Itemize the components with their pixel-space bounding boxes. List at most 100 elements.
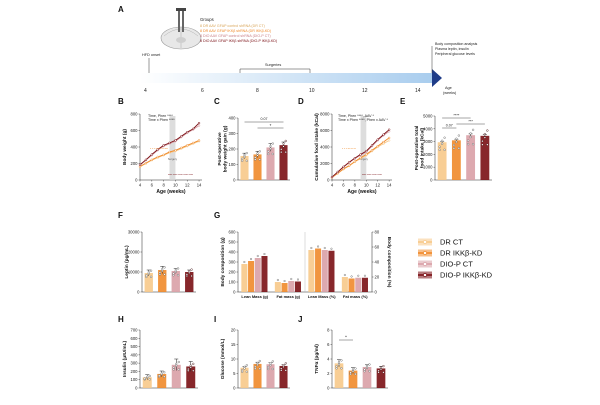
bar xyxy=(348,370,358,388)
data-point xyxy=(455,140,458,144)
data-point xyxy=(377,369,380,372)
data-point xyxy=(276,279,279,282)
data-point xyxy=(280,151,283,154)
y-tick-label: 20000 xyxy=(128,250,140,255)
y-tick-label: 200 xyxy=(229,147,237,152)
series-point xyxy=(342,165,345,168)
x-tick-label: 8 xyxy=(354,183,357,188)
data-point xyxy=(269,362,272,365)
bar xyxy=(254,258,261,292)
panel-letter-h: H xyxy=(118,315,124,324)
timeline-bar xyxy=(140,73,432,83)
y-tick-label: 5000 xyxy=(423,114,433,119)
panel-letters: A B C D E F G H I J xyxy=(118,5,406,324)
y-tick-label: 10 xyxy=(231,357,236,362)
data-point xyxy=(323,246,326,249)
y-tick-label: 60 xyxy=(375,245,380,250)
y-tick-label: 0 xyxy=(135,178,138,183)
data-point xyxy=(330,247,333,250)
category-label: Fat mass (g) xyxy=(276,294,300,299)
data-point xyxy=(258,158,261,161)
y-tick-label: 400 xyxy=(229,250,237,255)
y-tick-label: 400 xyxy=(131,352,139,357)
surgery-window xyxy=(360,116,367,180)
data-point xyxy=(457,147,460,150)
data-point xyxy=(267,152,270,156)
legend-marker xyxy=(423,251,427,255)
data-point xyxy=(185,273,189,276)
series-point xyxy=(138,163,142,166)
bar xyxy=(171,271,180,292)
data-point xyxy=(148,378,151,381)
panel-a-timeline: Groups 8 DR AAV GFAP control shRNA (DR C… xyxy=(140,8,478,95)
x-tick-label: 4 xyxy=(139,183,142,188)
legend-label: DR IKKβ-KD xyxy=(440,249,483,258)
series-point xyxy=(336,170,339,174)
endpoint-2: Plasma leptin, insulin xyxy=(435,47,469,51)
y-tick-label: 0 xyxy=(233,386,236,391)
y-tick-label: 700 xyxy=(131,328,139,333)
data-point xyxy=(455,137,458,140)
y-tick-label: 0 xyxy=(327,386,330,391)
data-point xyxy=(438,148,441,151)
data-point xyxy=(365,365,369,368)
data-point xyxy=(486,143,489,146)
series-point xyxy=(365,153,368,156)
y-tick-label: 0 xyxy=(233,290,236,295)
y-tick-label: 0 xyxy=(375,290,378,295)
bar xyxy=(288,281,295,292)
data-point xyxy=(160,372,163,375)
data-point xyxy=(263,252,266,255)
y-tick-label: 300 xyxy=(229,131,237,136)
series-point xyxy=(382,133,385,136)
bar xyxy=(266,364,275,388)
data-point xyxy=(188,270,191,273)
y-tick-label: 5 xyxy=(233,371,236,376)
y-tick-label: 20 xyxy=(375,275,380,280)
data-point xyxy=(481,140,484,143)
panel-letter-b: B xyxy=(118,97,124,106)
data-point xyxy=(174,269,177,272)
series-point xyxy=(168,141,171,145)
data-point xyxy=(256,363,259,366)
y-tick-label: 20 xyxy=(231,328,236,333)
y-axis-label: Post-operativebody weight gain (g) xyxy=(217,125,229,172)
series-point xyxy=(197,124,201,127)
data-point xyxy=(269,145,272,148)
data-point xyxy=(254,156,257,159)
data-point xyxy=(269,147,272,150)
series-point xyxy=(387,139,391,142)
series-point xyxy=(150,153,153,156)
series-point xyxy=(347,161,351,164)
stat-text-b2: Time x Phen **** xyxy=(148,118,175,122)
y-tick-label: 500 xyxy=(229,240,237,245)
data-point xyxy=(245,159,248,162)
bar xyxy=(158,270,167,292)
y-axis-label: Body composition (%) xyxy=(386,237,392,288)
bar xyxy=(437,142,447,180)
series-point xyxy=(168,150,171,154)
data-point xyxy=(172,368,175,371)
series-point xyxy=(359,156,362,159)
data-point xyxy=(269,364,272,367)
data-point xyxy=(176,274,180,277)
data-point xyxy=(471,128,475,131)
y-tick-label: 100 xyxy=(229,280,237,285)
x-tick-label: 14 xyxy=(197,183,202,188)
data-point xyxy=(189,364,192,367)
x-tick-label: 4 xyxy=(331,183,334,188)
data-point xyxy=(256,152,259,155)
data-point xyxy=(340,367,343,370)
timeline-tick: 6 xyxy=(201,88,204,94)
bar xyxy=(240,155,249,180)
data-point xyxy=(190,274,193,278)
series-point xyxy=(353,160,357,163)
data-point xyxy=(457,134,460,137)
y-tick-label: 8 xyxy=(327,328,330,333)
y-tick-label: 1000 xyxy=(423,165,433,170)
sig-p: 0.07 xyxy=(446,124,453,128)
data-point xyxy=(192,362,195,365)
x-tick-label: 6 xyxy=(151,183,154,188)
series-point xyxy=(365,149,368,153)
